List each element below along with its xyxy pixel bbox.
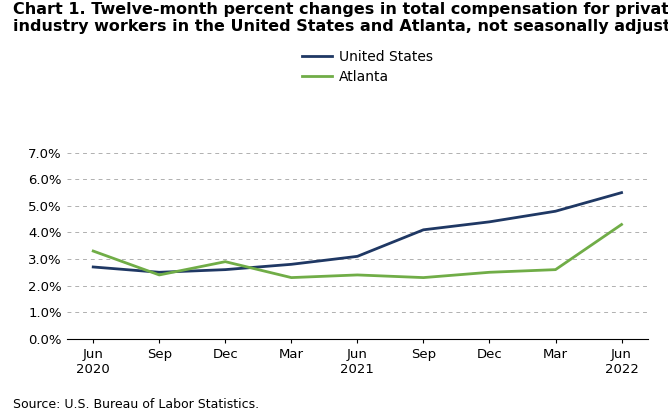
Text: Source: U.S. Bureau of Labor Statistics.: Source: U.S. Bureau of Labor Statistics. [13, 398, 259, 411]
Text: industry workers in the United States and Atlanta, not seasonally adjusted: industry workers in the United States an… [13, 19, 668, 33]
Legend: United States, Atlanta: United States, Atlanta [302, 50, 433, 84]
Text: Chart 1. Twelve-month percent changes in total compensation for private: Chart 1. Twelve-month percent changes in… [13, 2, 668, 17]
